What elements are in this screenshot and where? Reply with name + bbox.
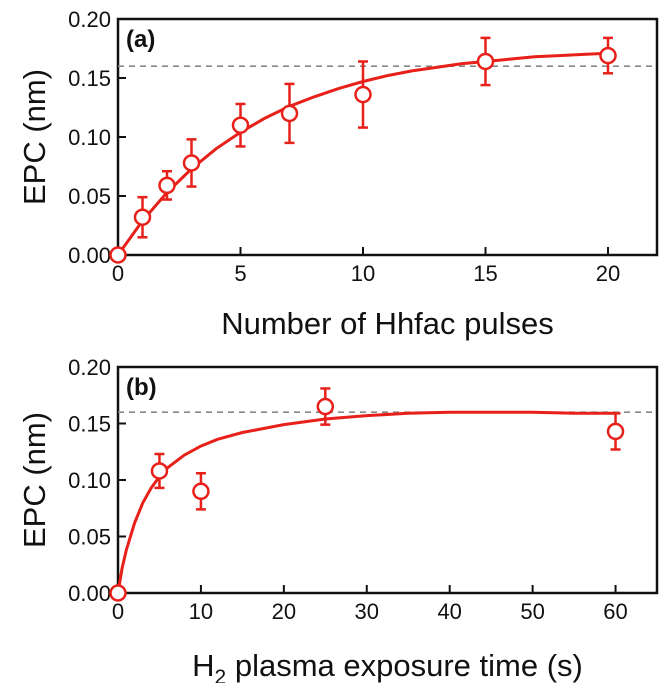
data-point bbox=[280, 104, 299, 123]
y-tick-label: 0.15 bbox=[68, 66, 111, 91]
data-point bbox=[109, 584, 127, 602]
x-tick-label: 40 bbox=[437, 599, 461, 624]
data-point bbox=[192, 482, 210, 501]
panel-b-x-axis-label-subscript: 2 bbox=[215, 666, 227, 683]
y-tick-label: 0.20 bbox=[68, 355, 111, 380]
panel-a-ticks: 0 5 10 15 20 0.00 0.05 0.10 0.15 0.20 bbox=[68, 7, 620, 286]
panel-a-x-axis-label: Number of Hhfac pulses bbox=[221, 306, 554, 341]
y-tick-label: 0.15 bbox=[68, 412, 111, 437]
y-tick-label: 0.00 bbox=[68, 581, 111, 606]
data-point bbox=[158, 176, 176, 195]
x-tick-label: 10 bbox=[351, 261, 375, 286]
x-tick-label: 30 bbox=[355, 599, 379, 624]
panel-b-label: (b) bbox=[126, 374, 157, 401]
panel-a-y-axis-label: EPC (nm) bbox=[17, 69, 52, 205]
y-tick-label: 0.20 bbox=[68, 7, 111, 32]
panel-b-fit bbox=[116, 410, 616, 594]
panel-b-x-axis-label-main: H bbox=[192, 648, 214, 683]
data-point bbox=[354, 85, 372, 104]
x-tick-label: 10 bbox=[189, 599, 213, 624]
panel-b-x-axis-label: H2 plasma exposure time (s) bbox=[192, 648, 583, 683]
y-tick-label: 0.05 bbox=[68, 525, 111, 550]
x-tick-label: 20 bbox=[596, 261, 620, 286]
panel-b-points bbox=[109, 387, 625, 602]
panel-b-x-axis-label-rest: plasma exposure time (s) bbox=[226, 648, 583, 683]
x-tick-label: 0 bbox=[112, 599, 124, 624]
x-tick-label: 20 bbox=[272, 599, 296, 624]
x-tick-label: 0 bbox=[112, 261, 124, 286]
panel-b-y-axis-label: EPC (nm) bbox=[17, 412, 52, 548]
x-tick-label: 50 bbox=[520, 599, 544, 624]
x-tick-label: 5 bbox=[234, 261, 246, 286]
panel-b-fit-curve bbox=[116, 410, 616, 594]
data-point bbox=[606, 422, 625, 441]
y-tick-label: 0.10 bbox=[68, 125, 111, 150]
data-point bbox=[182, 154, 201, 172]
x-tick-label: 15 bbox=[473, 261, 497, 286]
y-tick-label: 0.05 bbox=[68, 184, 111, 209]
y-tick-label: 0.10 bbox=[68, 468, 111, 493]
data-point bbox=[599, 46, 617, 65]
x-tick-label: 60 bbox=[603, 599, 627, 624]
panel-b-ticks: 0 10 20 30 40 50 60 0.00 0.05 0.10 0.15 0.20 bbox=[68, 355, 628, 624]
data-point bbox=[316, 397, 335, 416]
y-tick-label: 0.00 bbox=[68, 243, 111, 268]
panel-a-label: (a) bbox=[126, 26, 155, 53]
data-point bbox=[109, 246, 127, 264]
data-point bbox=[231, 116, 250, 134]
panel-a-points bbox=[109, 36, 617, 264]
panel-b: 0 10 20 30 40 50 60 0.00 0.05 0.10 0.15 0.20 (b) H2… bbox=[17, 355, 659, 683]
data-point bbox=[150, 462, 169, 480]
data-point bbox=[133, 208, 152, 226]
data-point bbox=[476, 52, 495, 71]
panel-a: 0 5 10 15 20 0.00 0.05 0.10 0.15 0.20 (a) Number … bbox=[17, 7, 659, 341]
panel-b-plot-frame bbox=[116, 365, 659, 595]
